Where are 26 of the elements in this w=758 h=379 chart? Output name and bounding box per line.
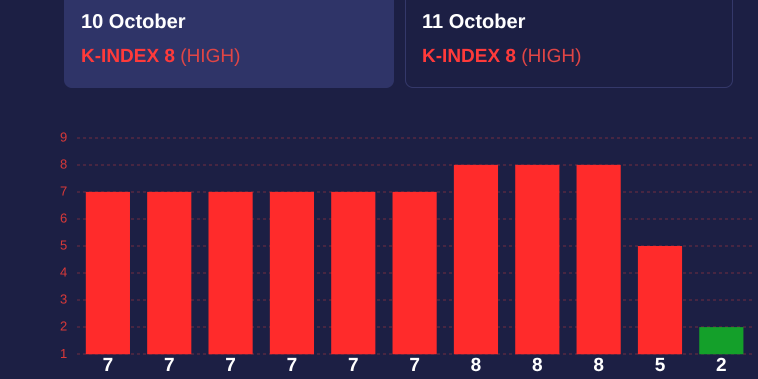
data-label: 5	[654, 354, 666, 376]
data-label: 7	[409, 354, 420, 376]
y-tick-label: 6	[60, 210, 68, 226]
y-tick-label: 7	[60, 183, 68, 198]
data-label: 7	[102, 354, 114, 376]
data-label: 7	[286, 354, 298, 376]
data-label: 8	[532, 354, 543, 376]
text: K-INDEX 8	[422, 46, 516, 67]
data-label: 8	[470, 354, 482, 376]
data-label: 2	[716, 354, 727, 376]
y-tick-label: 5	[60, 238, 68, 253]
data-label: 7	[348, 354, 359, 376]
data-label: 7	[225, 354, 236, 376]
text: 11 October	[422, 11, 526, 34]
y-tick-label: 1	[60, 346, 68, 361]
y-tick-label: 3	[60, 292, 68, 307]
text: K-INDEX 8	[81, 46, 175, 67]
data-label: 8	[593, 354, 604, 376]
text: 10 October	[81, 11, 186, 34]
y-tick-label: 2	[60, 318, 68, 334]
text: (HIGH)	[520, 46, 582, 67]
y-tick-label: 8	[60, 156, 68, 172]
text: (HIGH)	[179, 46, 240, 67]
y-tick-label: 4	[60, 264, 68, 280]
y-tick-label: 9	[60, 129, 68, 144]
data-label: 7	[164, 354, 175, 376]
